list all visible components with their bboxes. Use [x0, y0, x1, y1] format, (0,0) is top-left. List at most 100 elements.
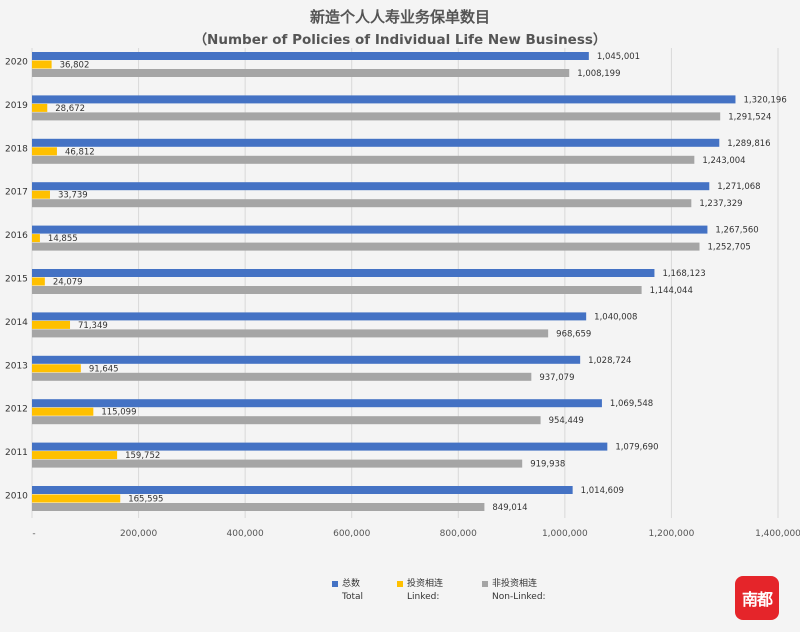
data-label: 1,252,705 [708, 243, 751, 253]
y-category-label: 2018 [5, 144, 28, 154]
data-label: 954,449 [549, 416, 584, 426]
bar [32, 407, 94, 416]
bar [32, 199, 692, 208]
bar [32, 399, 602, 408]
bar [32, 459, 523, 468]
data-label: 1,291,524 [728, 112, 771, 122]
bar [32, 503, 485, 511]
legend-label-cn: 投资相连 [407, 579, 444, 589]
y-category-label: 2011 [5, 448, 28, 458]
legend-non-linked: 非投资相连 Non-Linked: [482, 578, 546, 604]
bar [32, 312, 587, 321]
bar [32, 69, 570, 77]
data-label: 33,739 [58, 191, 88, 201]
chart-title-cn: 新造个人人寿业务保单数目 [309, 8, 490, 26]
bar [32, 364, 81, 373]
bar [32, 355, 581, 364]
data-label: 1,079,690 [615, 443, 658, 453]
bar [32, 182, 710, 191]
legend-swatch-non-linked [482, 580, 488, 587]
chart-title-en: （Number of Policies of Individual Life N… [193, 32, 607, 48]
data-label: 28,672 [55, 104, 85, 114]
bar [32, 60, 52, 69]
bar [32, 286, 642, 294]
data-label: 36,802 [60, 61, 90, 71]
data-label: 159,752 [125, 451, 160, 461]
bar [32, 442, 608, 451]
data-label: 1,271,068 [717, 182, 760, 192]
bar [32, 103, 48, 112]
y-category-label: 2019 [5, 101, 28, 111]
data-label: 46,812 [65, 147, 95, 157]
data-label: 1,144,044 [650, 286, 693, 296]
bar [32, 52, 589, 60]
data-label: 24,079 [53, 278, 83, 288]
bar [32, 147, 57, 156]
bar [32, 155, 695, 164]
y-category-label: 2016 [5, 231, 28, 241]
legend-label-en: Non-Linked: [492, 592, 546, 602]
data-label: 1,289,816 [727, 139, 770, 149]
bar [32, 494, 121, 503]
x-tick-label: 200,000 [120, 529, 157, 539]
legend-swatch-linked [397, 580, 403, 587]
bar [32, 242, 700, 251]
bar [32, 234, 40, 243]
data-label: 919,938 [530, 460, 565, 470]
legend-label-cn: 非投资相连 [492, 579, 538, 589]
legend-label-cn: 总数 [342, 579, 361, 589]
data-label: 115,099 [101, 408, 136, 418]
data-label: 968,659 [556, 329, 591, 339]
data-label: 1,014,609 [581, 486, 624, 496]
x-tick-label: 1,400,000 [755, 529, 800, 539]
y-category-label: 2013 [5, 361, 28, 371]
y-category-label: 2012 [5, 405, 28, 415]
bar [32, 269, 655, 277]
legend-label-en: Linked: [407, 592, 440, 602]
y-category-label: 2017 [5, 188, 28, 198]
legend-swatch-total [332, 580, 338, 587]
y-category-label: 2015 [5, 275, 28, 285]
x-tick-label: 1,200,000 [649, 529, 695, 539]
y-category-label: 2010 [5, 492, 28, 502]
bar [32, 190, 50, 199]
legend-label-en: Total [342, 592, 364, 602]
bar [32, 372, 532, 381]
data-label: 937,079 [539, 373, 574, 383]
nandu-logo: 南都 [735, 576, 779, 620]
data-label: 71,349 [78, 321, 108, 331]
bar [32, 112, 721, 121]
data-label: 849,014 [492, 503, 527, 513]
data-label: 1,040,008 [594, 312, 637, 322]
data-label: 1,320,196 [743, 95, 786, 105]
data-label: 1,045,001 [597, 52, 640, 62]
x-tick-label: 800,000 [440, 529, 477, 539]
legend-linked: 投资相连 Linked: [397, 578, 443, 604]
legend-total: 总数 Total [332, 578, 363, 604]
bar [32, 138, 720, 147]
data-label: 1,069,548 [610, 399, 653, 409]
bar [32, 329, 549, 338]
bar [32, 416, 541, 425]
bar [32, 486, 573, 494]
data-label: 14,855 [48, 234, 78, 244]
x-tick-label: 400,000 [227, 529, 264, 539]
data-label: 165,595 [128, 495, 163, 505]
y-category-label: 2014 [5, 318, 28, 328]
data-label: 1,028,724 [588, 356, 631, 366]
x-tick-label: - [32, 529, 35, 539]
data-label: 1,168,123 [662, 269, 705, 279]
y-category-label: 2020 [5, 58, 28, 68]
data-label: 91,645 [89, 364, 119, 374]
data-label: 1,008,199 [577, 69, 620, 79]
data-label: 1,243,004 [702, 156, 745, 166]
bar [32, 225, 708, 234]
bar [32, 451, 118, 460]
data-label: 1,267,560 [715, 226, 758, 236]
x-tick-label: 1,000,000 [542, 529, 588, 539]
x-tick-label: 600,000 [333, 529, 370, 539]
bar [32, 95, 736, 104]
bar [32, 277, 45, 286]
bar [32, 320, 71, 329]
